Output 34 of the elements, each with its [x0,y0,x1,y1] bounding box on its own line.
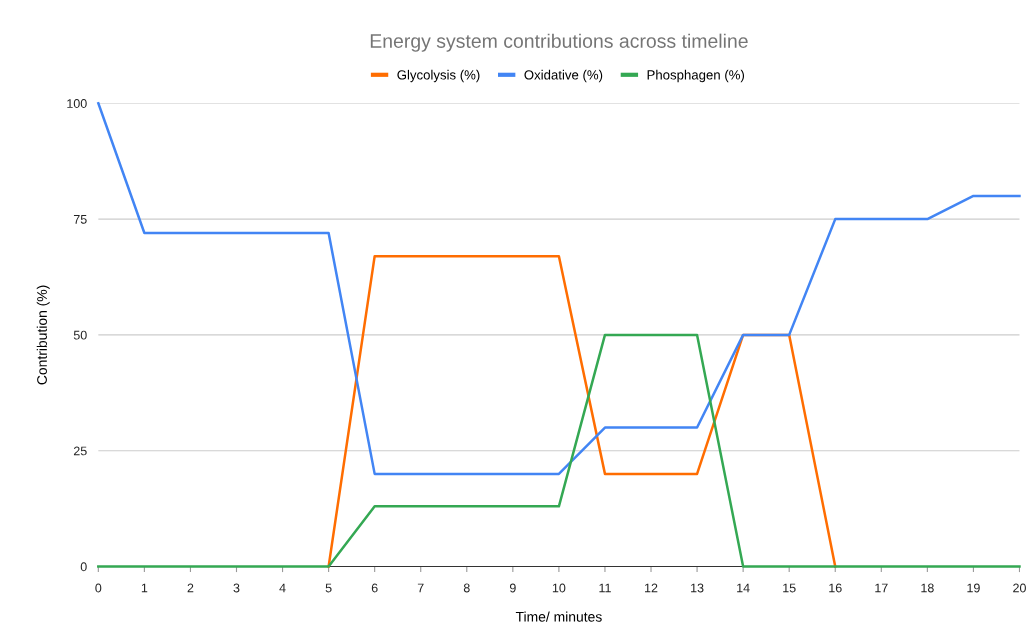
legend-label: Oxidative (%) [524,69,603,83]
x-axis-title: Time/ minutes [515,611,602,622]
legend-label: Glycolysis (%) [397,69,480,83]
x-tick-label: 8 [463,583,470,593]
x-tick-label: 20 [1013,583,1026,593]
x-tick-label: 15 [783,583,796,593]
y-tick-label: 25 [73,446,87,456]
x-tick-label: 2 [187,583,194,593]
x-tick-label: 4 [279,583,286,593]
x-tick-label: 0 [95,583,102,593]
chart-title: Energy system contributions across timeline [370,33,748,52]
x-tick-label: 18 [921,583,934,593]
x-tick-label: 10 [552,583,566,593]
x-tick-label: 12 [645,583,658,593]
x-tick-label: 13 [691,583,704,593]
line-series [97,102,1021,476]
x-tick-label: 11 [599,583,611,593]
x-tick-label: 3 [233,583,240,593]
x-tick-label: 9 [509,583,516,593]
x-tick-label: 7 [417,583,424,593]
legend-label: Phosphagen (%) [647,69,745,83]
x-tick-label: 1 [141,583,148,593]
x-tick-label: 6 [371,583,378,593]
y-tick-label: 50 [73,330,87,340]
y-tick-label: 100 [67,99,87,108]
x-tick-label: 19 [967,583,980,593]
x-tick-label: 16 [829,583,842,593]
y-tick-label: 75 [73,215,87,224]
y-axis-title: Contribution (%) [36,285,50,385]
x-tick-label: 17 [875,583,888,593]
y-tick-label: 0 [80,562,87,572]
x-tick-label: 14 [737,583,750,593]
line-series [327,254,837,568]
x-tick-label: 5 [325,583,332,593]
